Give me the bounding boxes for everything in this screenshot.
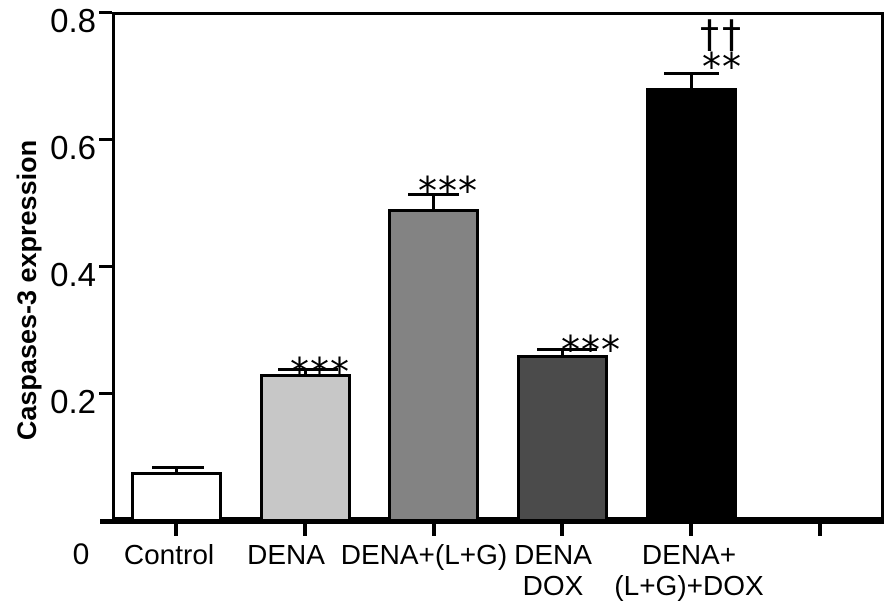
error-bar-cap [408,193,459,196]
x-tick [689,522,693,536]
x-axis-category-label: DENA [247,539,325,570]
x-axis-category-label: Control [123,539,215,570]
x-tick [818,522,822,536]
y-tick [99,11,112,14]
y-tick [99,138,112,141]
error-bar-cap [537,348,597,351]
error-bar-stub [561,349,564,358]
significance-annotation: †† [700,12,744,56]
error-bar-cap [278,368,338,371]
y-tick [99,265,112,268]
significance-annotation: *** [418,169,478,213]
bar-dena-dox [517,355,608,522]
significance-annotation: *** [290,350,350,394]
x-axis-category-label: DENA+ (L+G)+DOX [614,539,764,601]
y-tick [99,392,112,395]
bar-dena-l-g-dox [646,88,737,522]
y-tick-label: 0.4 [50,256,96,293]
significance-annotation: *** [561,328,621,372]
x-tick [303,522,307,536]
x-axis-line [100,519,884,524]
y-tick-label: 0.2 [50,383,96,420]
error-bar-stub [304,369,307,377]
error-bar-stub [432,194,435,212]
error-bar-cap [152,466,204,469]
y-tick-label: 0.6 [50,129,96,166]
x-tick [560,522,564,536]
error-bar-stub [690,73,693,91]
significance-annotation: ** [702,45,742,89]
error-bar-cap [664,72,719,75]
y-tick-label-zero: 0 [72,538,90,571]
x-tick [432,522,436,536]
y-tick-label: 0.8 [50,2,96,39]
x-axis-category-label: DENA+(L+G) [340,539,508,570]
error-bar-stub [175,467,178,475]
plot-frame [112,12,884,520]
bar-dena [260,374,351,522]
bar-control [131,472,222,522]
bar-dena-l-g [388,209,479,522]
x-axis-category-label: DENA DOX [514,539,592,601]
x-tick [174,522,178,536]
